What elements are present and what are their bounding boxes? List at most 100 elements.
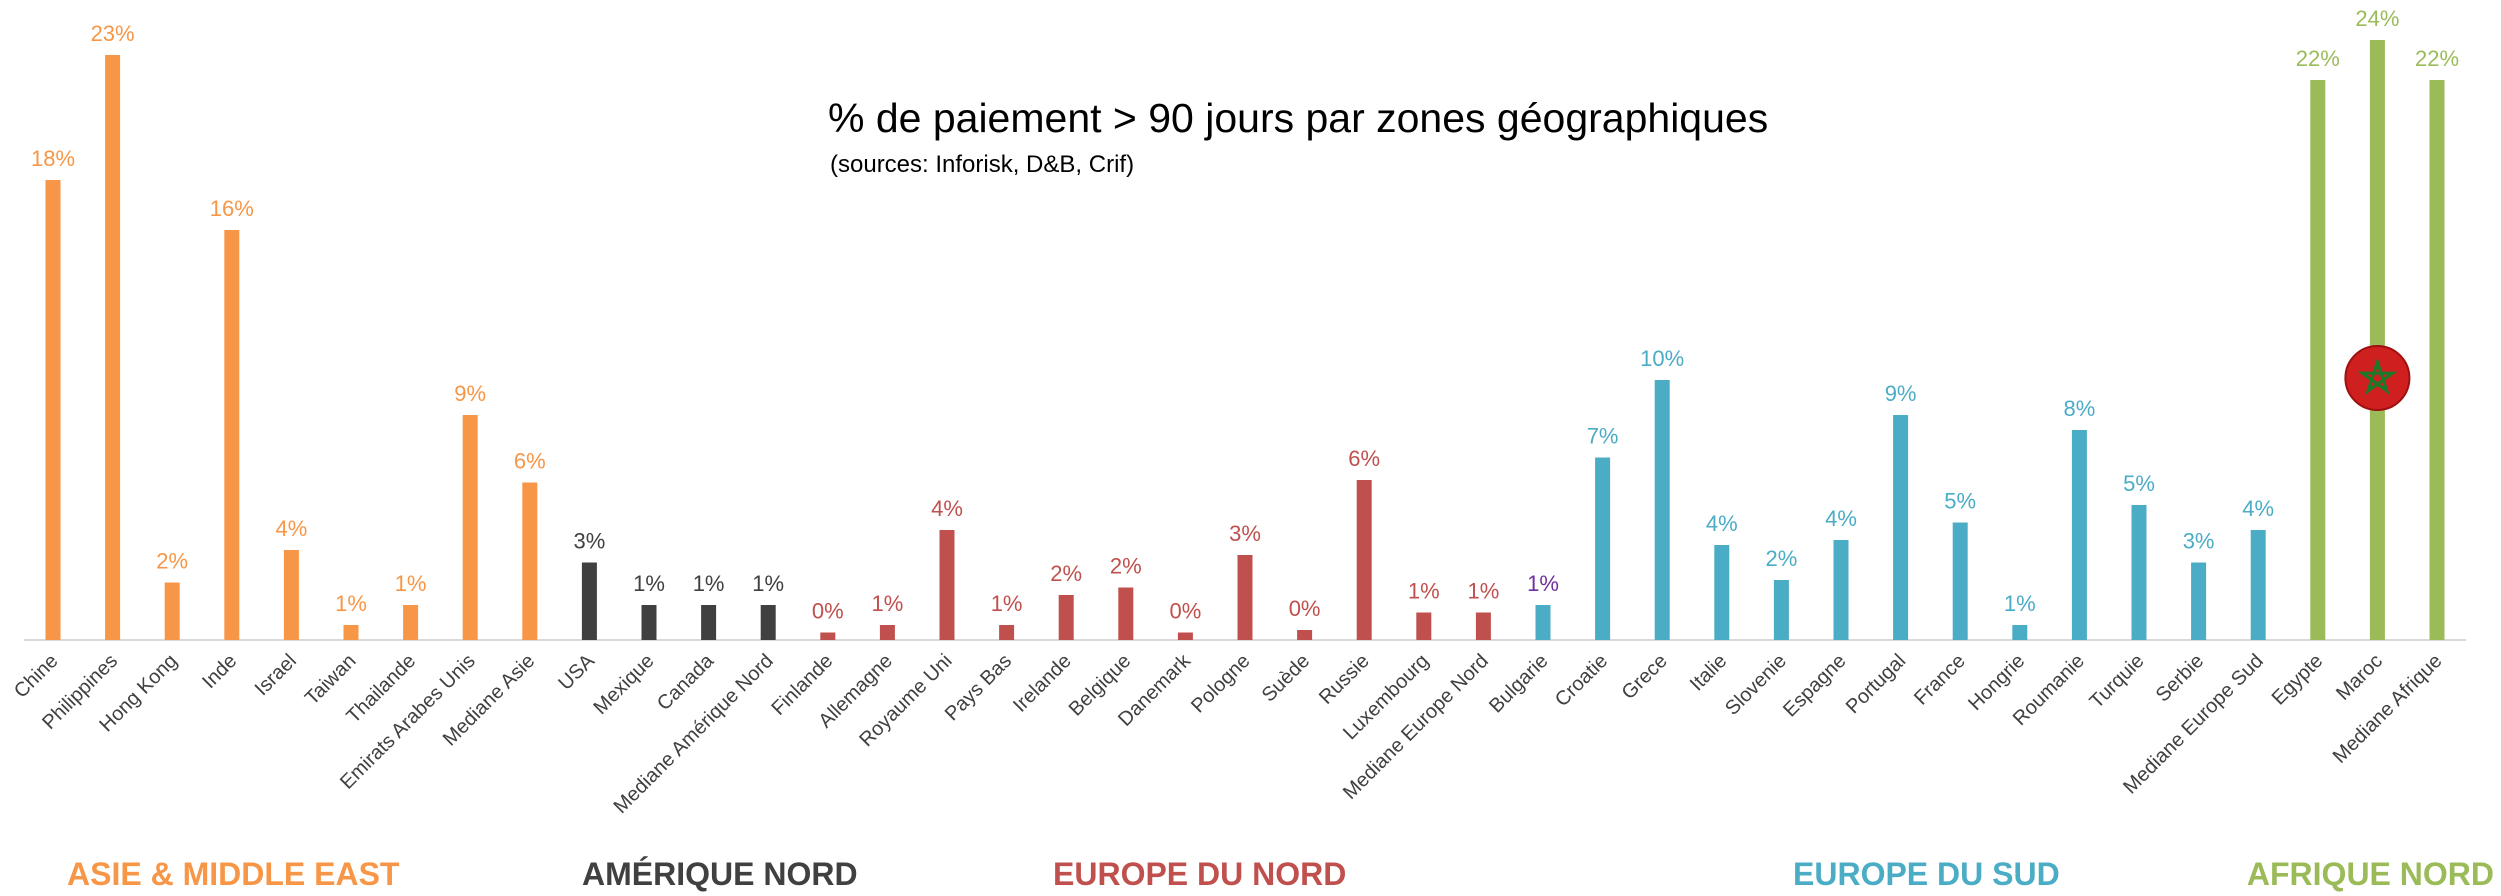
bar bbox=[2250, 530, 2266, 640]
group-label: EUROPE DU NORD bbox=[1053, 856, 1346, 892]
bar bbox=[2191, 562, 2207, 640]
data-label: 23% bbox=[91, 21, 135, 46]
data-label: 7% bbox=[1587, 424, 1619, 449]
data-label: 9% bbox=[1885, 381, 1917, 406]
bar bbox=[45, 180, 61, 640]
data-label: 1% bbox=[1408, 579, 1440, 604]
data-label: 1% bbox=[395, 571, 427, 596]
x-tick-label: Slovenie bbox=[1721, 650, 1791, 720]
bar bbox=[164, 582, 180, 640]
bar bbox=[2310, 80, 2326, 640]
data-label: 3% bbox=[1229, 521, 1261, 546]
bar bbox=[462, 415, 478, 640]
data-label: 2% bbox=[1110, 554, 1142, 579]
x-tick-label: Chine bbox=[10, 650, 63, 703]
group-label: AMÉRIQUE NORD bbox=[582, 856, 858, 892]
data-label: 22% bbox=[2415, 46, 2459, 71]
data-label: 9% bbox=[454, 381, 486, 406]
group-label: AFRIQUE NORD bbox=[2247, 856, 2494, 892]
bar bbox=[1833, 540, 1849, 640]
data-label: 4% bbox=[276, 516, 308, 541]
data-label: 1% bbox=[752, 571, 784, 596]
bar bbox=[1177, 632, 1193, 640]
x-tick-label: USA bbox=[554, 650, 599, 695]
bar bbox=[2012, 625, 2028, 640]
data-label: 1% bbox=[1527, 571, 1559, 596]
bar bbox=[1475, 612, 1491, 640]
data-label: 1% bbox=[991, 591, 1023, 616]
data-label: 1% bbox=[1468, 579, 1500, 604]
bar bbox=[581, 562, 597, 640]
bar bbox=[1535, 605, 1551, 640]
data-label: 1% bbox=[872, 591, 904, 616]
data-label: 0% bbox=[812, 599, 844, 624]
data-label: 3% bbox=[574, 529, 606, 554]
bar bbox=[105, 55, 121, 640]
bar bbox=[2131, 505, 2147, 640]
data-label: 1% bbox=[693, 571, 725, 596]
x-tick-label: Serbie bbox=[2152, 650, 2208, 706]
x-tick-label: Mediane Afrique bbox=[2329, 650, 2447, 768]
bar bbox=[2071, 430, 2087, 640]
bar bbox=[2369, 40, 2385, 640]
x-tick-label: France bbox=[1910, 650, 1970, 710]
data-label: 10% bbox=[1640, 346, 1684, 371]
bar bbox=[1595, 457, 1611, 640]
data-label: 16% bbox=[210, 196, 254, 221]
data-label: 0% bbox=[1170, 599, 1202, 624]
data-label: 22% bbox=[2296, 46, 2340, 71]
bar bbox=[1297, 630, 1313, 640]
x-tick-label: Maroc bbox=[2332, 650, 2387, 705]
data-label: 2% bbox=[1050, 561, 1082, 586]
data-label: 6% bbox=[514, 449, 546, 474]
data-label: 24% bbox=[2355, 6, 2399, 31]
x-tick-label: Inde bbox=[198, 650, 241, 693]
bar bbox=[999, 625, 1015, 640]
data-label: 8% bbox=[2064, 396, 2096, 421]
bar bbox=[522, 482, 538, 640]
data-label: 1% bbox=[633, 571, 665, 596]
x-tick-label: Grece bbox=[1618, 650, 1672, 704]
bar bbox=[2429, 80, 2445, 640]
data-label: 4% bbox=[931, 496, 963, 521]
bar bbox=[1714, 545, 1730, 640]
data-label: 6% bbox=[1348, 446, 1380, 471]
bar bbox=[1237, 555, 1253, 640]
bar bbox=[403, 605, 419, 640]
bar bbox=[224, 230, 240, 640]
bar bbox=[283, 550, 299, 640]
x-tick-label: Italie bbox=[1686, 650, 1731, 695]
x-tick-label: Russie bbox=[1315, 650, 1374, 709]
data-label: 4% bbox=[1706, 511, 1738, 536]
x-tick-label: Taiwan bbox=[301, 650, 361, 710]
bar bbox=[1952, 522, 1968, 640]
data-label: 5% bbox=[2123, 471, 2155, 496]
x-tick-label: Turquie bbox=[2086, 650, 2149, 713]
flag-icon bbox=[2344, 345, 2411, 411]
data-label: 4% bbox=[2242, 496, 2274, 521]
bar bbox=[1416, 612, 1432, 640]
x-tick-label: Mexique bbox=[590, 650, 659, 719]
bar bbox=[1058, 595, 1074, 640]
bar bbox=[939, 530, 955, 640]
bar bbox=[1118, 587, 1134, 640]
bar bbox=[1773, 580, 1789, 640]
bar bbox=[1654, 380, 1670, 640]
bar bbox=[760, 605, 776, 640]
chart-subtitle: (sources: Inforisk, D&B, Crif) bbox=[830, 151, 1134, 178]
data-label: 3% bbox=[2183, 529, 2215, 554]
group-label: ASIE & MIDDLE EAST bbox=[67, 856, 400, 892]
chart-title: % de paiement > 90 jours par zones géogr… bbox=[828, 95, 1768, 141]
bar bbox=[701, 605, 717, 640]
x-tick-label: Croatie bbox=[1551, 650, 1612, 711]
x-tick-label: Portugal bbox=[1842, 650, 1910, 718]
x-tick-label: Pologne bbox=[1187, 650, 1254, 717]
bar bbox=[820, 632, 836, 640]
x-tick-label: Suède bbox=[1258, 650, 1314, 706]
flag-star bbox=[2357, 357, 2398, 395]
data-label: 1% bbox=[2004, 591, 2036, 616]
data-label: 1% bbox=[335, 591, 367, 616]
bar bbox=[1893, 415, 1909, 640]
group-label: EUROPE DU SUD bbox=[1793, 856, 2060, 892]
